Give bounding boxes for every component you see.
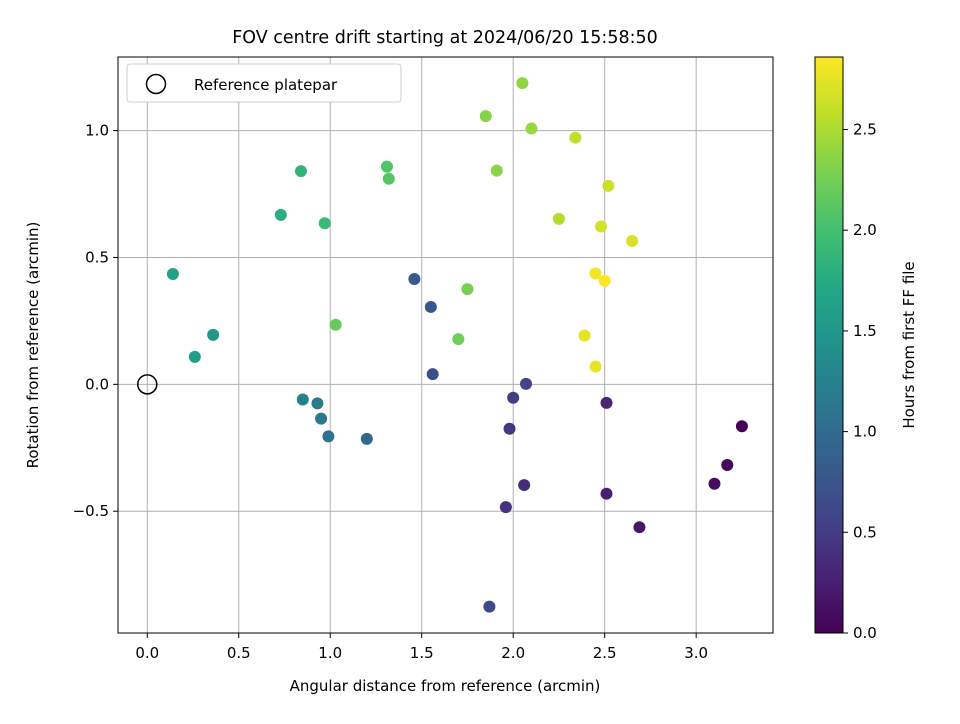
scatter-point <box>296 393 309 406</box>
scatter-point <box>626 234 639 247</box>
scatter-point <box>633 521 646 534</box>
scatter-point <box>735 420 748 433</box>
scatter-point <box>721 459 734 472</box>
scatter-point <box>274 208 287 221</box>
scatter-point <box>490 164 503 177</box>
scatter-point <box>589 267 602 280</box>
scatter-point <box>516 77 529 90</box>
scatter-point <box>329 318 342 331</box>
y-tick-label: 0.0 <box>85 375 109 393</box>
scatter-point <box>578 329 591 342</box>
colorbar-tick-label: 1.5 <box>853 322 877 340</box>
scatter-point <box>166 267 179 280</box>
scatter-point <box>598 274 611 287</box>
scatter-point <box>461 283 474 296</box>
grid <box>118 57 773 633</box>
scatter-point <box>207 328 220 341</box>
scatter-point <box>589 360 602 373</box>
scatter-point <box>518 479 531 492</box>
scatter-point <box>315 412 328 425</box>
colorbar-tick-label: 1.0 <box>853 423 877 441</box>
y-tick-label: −0.5 <box>73 502 109 520</box>
scatter-point <box>380 160 393 173</box>
colorbar-tick-label: 2.0 <box>853 221 877 239</box>
chart-title: FOV centre drift starting at 2024/06/20 … <box>232 28 658 48</box>
y-axis-label: Rotation from reference (arcmin) <box>24 222 42 469</box>
x-axis-ticks: 0.0 0.5 1.0 1.5 2.0 2.5 3.0 <box>135 633 708 662</box>
scatter-point <box>318 217 331 230</box>
scatter-point <box>294 165 307 178</box>
legend-box <box>126 63 402 103</box>
scatter-point <box>600 396 613 409</box>
x-tick-label: 1.5 <box>410 644 434 662</box>
colorbar-gradient <box>814 56 844 634</box>
scatter-point <box>503 422 516 435</box>
y-axis-ticks: −0.5 0.0 0.5 1.0 <box>73 122 118 520</box>
colorbar-tick-label: 0.0 <box>853 624 877 642</box>
scatter-point <box>595 220 608 233</box>
scatter-point <box>602 179 615 192</box>
colorbar: 0.0 0.5 1.0 1.5 2.0 2.5 Hours from first FF f… <box>814 56 918 642</box>
scatter-point <box>483 600 496 613</box>
scatter-point <box>360 432 373 445</box>
colorbar-tick-label: 0.5 <box>853 523 877 541</box>
x-tick-label: 2.5 <box>593 644 617 662</box>
scatter-point <box>520 377 533 390</box>
plot-area-frame <box>117 56 774 634</box>
scatter-point <box>424 300 437 313</box>
legend-marker-circle-icon <box>145 73 167 95</box>
legend: Reference platepar <box>126 63 402 103</box>
colorbar-label: Hours from first FF file <box>900 261 918 428</box>
scatter-point <box>311 397 324 410</box>
x-tick-label: 0.5 <box>227 644 251 662</box>
y-tick-label: 1.0 <box>85 122 109 140</box>
scatter-point <box>426 368 439 381</box>
scatter-point <box>188 350 201 363</box>
scatter-point <box>600 487 613 500</box>
scatter-point <box>452 333 465 346</box>
x-tick-label: 3.0 <box>684 644 708 662</box>
scatter-point <box>569 131 582 144</box>
scatter-point <box>507 391 520 404</box>
scatter-point <box>382 172 395 185</box>
data-points <box>137 77 748 613</box>
scatter-point <box>408 273 421 286</box>
x-tick-label: 1.0 <box>318 644 342 662</box>
scatter-point <box>708 477 721 490</box>
y-tick-label: 0.5 <box>85 248 109 266</box>
colorbar-tick-label: 2.5 <box>853 121 877 139</box>
scatter-point <box>499 501 512 514</box>
scatter-point <box>322 430 335 443</box>
x-tick-label: 2.0 <box>501 644 525 662</box>
colorbar-ticks: 0.0 0.5 1.0 1.5 2.0 2.5 <box>843 121 877 642</box>
reference-platepar-marker <box>137 374 158 395</box>
scatter-point <box>525 122 538 135</box>
x-tick-label: 0.0 <box>135 644 159 662</box>
scatter-point <box>479 110 492 123</box>
legend-entry-label: Reference platepar <box>194 76 338 94</box>
scatter-point <box>552 212 565 225</box>
x-axis-label: Angular distance from reference (arcmin) <box>290 677 601 695</box>
